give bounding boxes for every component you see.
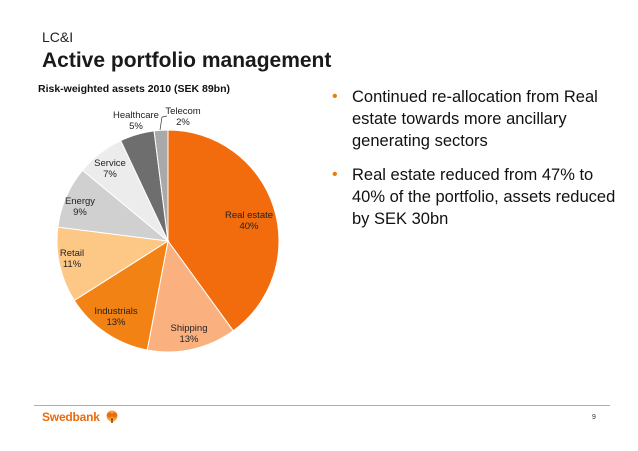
bullet-text: Real estate reduced from 47% to 40% of t…	[352, 166, 616, 228]
swedbank-logo: Swedbank	[42, 410, 120, 424]
logo-text: Swedbank	[42, 410, 100, 424]
bullet-dot-icon: •	[332, 88, 338, 105]
page-number: 9	[592, 414, 596, 421]
page-title: Active portfolio management	[42, 49, 332, 72]
slice-label-service: Service 7%	[94, 158, 126, 180]
slice-label-industrials: Industrials 13%	[94, 306, 138, 328]
chart-title: Risk-weighted assets 2010 (SEK 89bn)	[38, 83, 230, 95]
slice-label-energy: Energy 9%	[65, 196, 95, 218]
bullet-list: • Continued re-allocation from Real estat…	[326, 86, 626, 242]
pie-slice-shipping	[146, 239, 234, 353]
bullet-item: • Continued re-allocation from Real estat…	[326, 86, 626, 152]
slice-label-healthcare: Healthcare 5%	[113, 110, 159, 132]
pie-slice-industrials	[73, 239, 169, 351]
oak-tree-icon	[106, 410, 118, 423]
pie-slice-real-estate	[167, 129, 280, 332]
bullet-text: Continued re-allocation from Real estate…	[352, 88, 598, 150]
bullet-dot-icon: •	[332, 166, 338, 183]
pie-slice-telecom	[153, 129, 169, 242]
telecom-leader-line	[159, 115, 168, 131]
footer-divider	[34, 405, 610, 406]
slice-label-telecom: Telecom 2%	[165, 106, 200, 128]
slice-label-retail: Retail 11%	[60, 248, 84, 270]
slice-label-shipping: Shipping 13%	[171, 323, 208, 345]
pie-slice-retail	[56, 226, 170, 302]
slice-label-real-estate: Real estate 40%	[225, 210, 273, 232]
bullet-item: • Real estate reduced from 47% to 40% of …	[326, 164, 626, 230]
section-label: LC&I	[42, 29, 74, 45]
